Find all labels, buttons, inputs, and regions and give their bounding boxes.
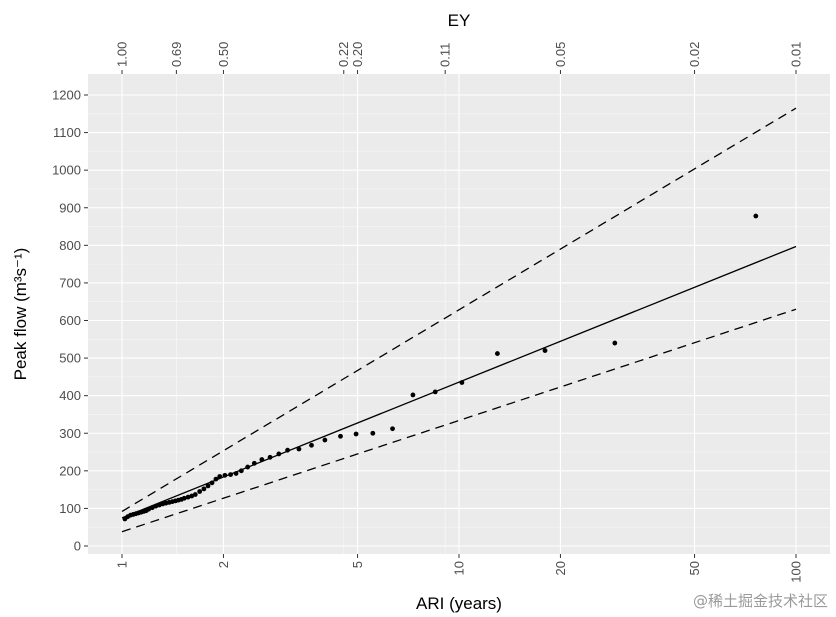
data-point — [217, 474, 223, 479]
y-tick-label: 800 — [59, 238, 81, 253]
x-tick-label: 50 — [687, 561, 702, 575]
top-tick-label: 1.00 — [115, 42, 130, 67]
y-tick-label: 600 — [59, 313, 81, 328]
data-point — [233, 471, 239, 476]
data-point — [238, 468, 244, 474]
top-tick-label: 0.02 — [687, 42, 702, 67]
y-tick-label: 700 — [59, 275, 81, 290]
top-tick-label: 0.11 — [438, 43, 453, 67]
top-axis: 1.00 0.69 0.50 0.220.20 0.11 0.05 0.02 0.01 — [115, 42, 804, 74]
x-tick-label: 20 — [553, 561, 568, 575]
x-tick-label: 2 — [216, 561, 231, 568]
y-tick-label: 1100 — [53, 125, 81, 140]
data-point — [353, 431, 359, 437]
data-point — [322, 437, 328, 443]
data-point — [181, 495, 187, 501]
data-point — [494, 351, 500, 356]
data-point — [267, 454, 273, 460]
lower-confidence-line — [121, 308, 797, 533]
data-point — [205, 483, 211, 489]
data-point — [390, 426, 395, 432]
data-point — [201, 486, 207, 492]
y-tick-label: 500 — [59, 351, 81, 366]
data-point — [146, 506, 152, 512]
data-point — [228, 472, 233, 477]
y-tick-label: 900 — [59, 200, 81, 215]
data-point — [276, 451, 282, 457]
data-point — [192, 492, 198, 497]
top-tick-label: 0.20 — [350, 42, 365, 67]
y-tick-label: 300 — [59, 426, 81, 441]
data-point — [612, 340, 618, 346]
y-tick-label: 200 — [59, 463, 81, 478]
data-point — [222, 472, 228, 478]
watermark: @稀土掘金技术社区 — [692, 592, 828, 610]
data-point — [259, 457, 265, 462]
y-axis-title: Peak flow (m³s⁻¹) — [11, 248, 30, 381]
x-tick-label: 1 — [115, 561, 130, 568]
data-point — [753, 213, 759, 219]
y-tick-label: 1000 — [52, 163, 81, 178]
data-point — [459, 380, 465, 385]
top-tick-label: 0.69 — [169, 42, 184, 67]
data-point — [197, 489, 203, 494]
y-tick-label: 1200 — [52, 88, 81, 103]
y-tick-label: 0 — [74, 539, 81, 554]
data-point — [370, 430, 376, 436]
y-axis: 0 100 200 300 400 500 600 700 800 900 1000 1100 1200 — [52, 88, 88, 554]
data-point — [542, 348, 548, 353]
data-point — [309, 442, 314, 448]
x-tick-label: 5 — [350, 561, 365, 568]
x-tick-label: 10 — [452, 561, 467, 575]
data-point — [251, 460, 257, 466]
y-tick-label: 100 — [59, 501, 81, 516]
top-tick-label: 0.01 — [789, 42, 804, 67]
data-point — [410, 392, 416, 398]
top-tick-label: 0.50 — [216, 42, 231, 67]
x-axis-title: ARI (years) — [416, 594, 502, 613]
data-point — [245, 464, 251, 470]
data-point — [338, 433, 343, 439]
data-point — [185, 494, 191, 500]
data-point — [213, 476, 219, 482]
top-tick-label: 0.22 — [336, 42, 351, 67]
top-tick-label: 0.05 — [553, 42, 568, 67]
x-axis: 1 2 5 10 20 50 100 — [115, 554, 804, 583]
x-tick-label: 100 — [789, 561, 804, 583]
data-point — [209, 480, 215, 486]
data-point — [285, 447, 290, 453]
y-tick-label: 400 — [59, 388, 81, 403]
data-points — [122, 213, 759, 522]
upper-confidence-line — [121, 107, 797, 512]
data-point — [189, 493, 195, 499]
data-point — [296, 446, 302, 452]
data-point — [432, 389, 438, 395]
top-axis-title: EY — [448, 11, 471, 30]
